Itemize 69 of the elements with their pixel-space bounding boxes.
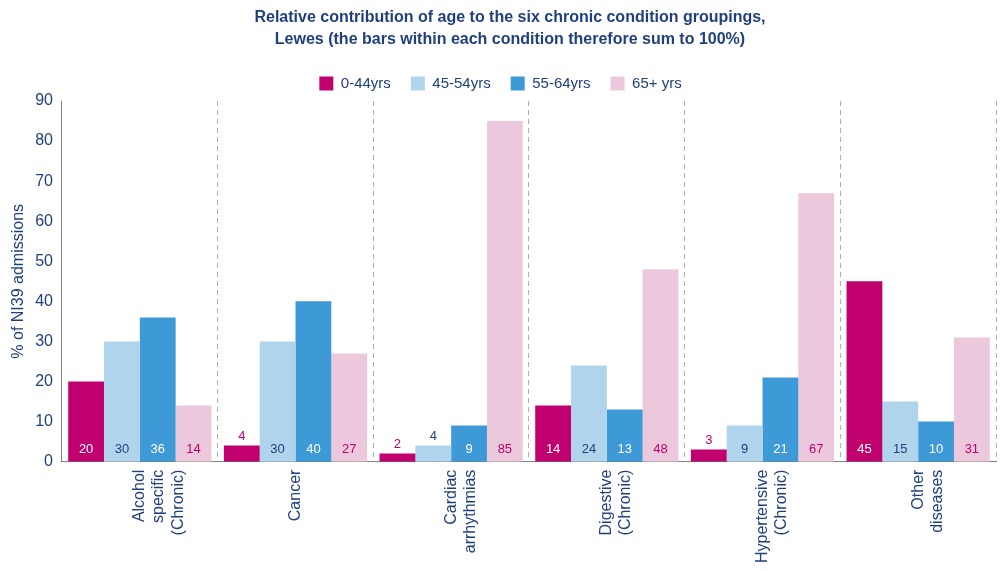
legend-label: 55-64yrs	[532, 73, 591, 91]
bar	[798, 193, 835, 462]
data-label: 2	[393, 436, 402, 452]
legend-label: 45-54yrs	[432, 73, 491, 91]
y-tick-label: 20	[35, 371, 54, 389]
bar	[486, 121, 523, 462]
x-tick-label: Cardiac arrhythmias	[441, 469, 478, 554]
y-tick-label: 50	[35, 251, 54, 269]
data-label: 27	[341, 441, 357, 457]
bar	[726, 425, 763, 462]
x-tick-label: Other diseases	[908, 468, 945, 533]
data-label: 45	[857, 441, 872, 457]
data-label: 10	[928, 441, 944, 457]
data-label: 31	[964, 441, 980, 457]
data-label: 36	[150, 441, 165, 457]
bar	[918, 421, 954, 462]
bar	[331, 353, 368, 462]
y-tick-label: 70	[35, 171, 54, 189]
data-label: 14	[186, 441, 201, 457]
x-tick-label: Digestive (Chronic)	[597, 469, 634, 536]
bar	[642, 269, 679, 462]
bar	[571, 365, 607, 462]
data-label: 3	[705, 432, 713, 448]
bar	[535, 405, 572, 462]
data-label: 4	[238, 428, 246, 444]
x-tick-label: Hypertensive (Chronic)	[752, 469, 790, 563]
data-label: 48	[653, 441, 668, 457]
chart-title: Relative contribution of age to the six chronic condition groupings, Lewes (the bars within each condition therefore sum to 100%)	[253, 7, 767, 49]
y-tick-label: 80	[35, 131, 54, 149]
bar	[139, 317, 176, 462]
bar	[223, 445, 260, 462]
data-label: 9	[465, 441, 473, 457]
bar	[104, 341, 140, 462]
bar	[690, 449, 727, 462]
data-label: 21	[773, 441, 788, 457]
bar	[846, 281, 883, 462]
x-tick-label: Cancer	[285, 468, 303, 522]
y-tick-label: 0	[44, 452, 54, 470]
bar	[882, 401, 919, 462]
data-label: 30	[114, 441, 130, 457]
legend-label: 0-44yrs	[340, 73, 391, 91]
bar	[259, 341, 296, 462]
y-tick-label: 10	[35, 411, 54, 429]
bar	[175, 405, 212, 462]
data-label: 67	[808, 441, 824, 457]
bar	[68, 381, 105, 462]
y-axis-title: % of NI39 admissions	[9, 203, 27, 359]
data-label: 20	[78, 441, 94, 457]
y-tick-label: 30	[35, 331, 54, 349]
bar	[451, 425, 487, 462]
data-label: 15	[893, 441, 908, 457]
bar	[295, 301, 332, 462]
bar	[953, 337, 990, 462]
bar	[415, 445, 452, 462]
data-label: 9	[740, 441, 749, 457]
y-tick-label: 90	[35, 91, 54, 109]
data-label: 24	[581, 441, 597, 457]
data-label: 4	[429, 428, 437, 444]
data-label: 14	[545, 441, 561, 457]
data-label: 40	[306, 441, 321, 457]
y-tick-label: 40	[35, 291, 54, 309]
data-label: 30	[270, 441, 285, 457]
data-label: 85	[497, 441, 513, 457]
x-tick-label: Alcohol specific (Chronic)	[130, 469, 186, 536]
bar	[606, 409, 643, 462]
data-label: 13	[617, 441, 632, 457]
y-tick-label: 60	[35, 211, 54, 229]
legend-label: 65+ yrs	[632, 73, 682, 91]
bar	[762, 377, 799, 462]
